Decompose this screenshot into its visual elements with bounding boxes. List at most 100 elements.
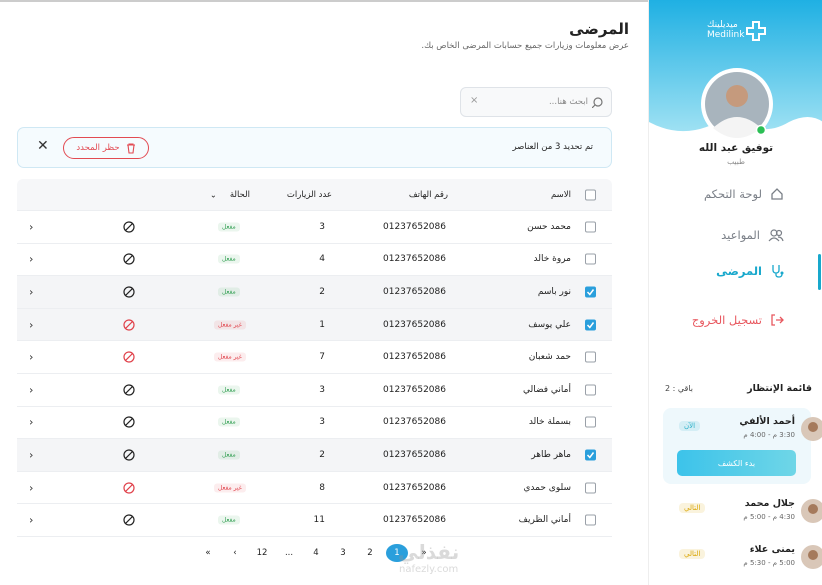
start-exam-button[interactable]: بدء الكشف	[677, 450, 796, 476]
row-open[interactable]: ‹	[29, 285, 34, 299]
block-button[interactable]	[123, 481, 135, 494]
search-clear[interactable]: ×	[470, 95, 479, 106]
table-row: علي يوسف 01237652086 1 غير مفعل ‹	[17, 308, 612, 342]
row-checkbox[interactable]	[585, 286, 596, 298]
row-checkbox[interactable]	[585, 514, 596, 526]
logo: ميديلينك Medilink	[707, 20, 744, 40]
select-all-checkbox[interactable]	[585, 189, 596, 200]
patient-name: حمد شعبان	[528, 352, 571, 363]
status-sort[interactable]: ⌄	[210, 190, 217, 199]
waiting-card: يمنى علاء 5:00 م - 5:30 م التالي	[663, 536, 822, 574]
search-placeholder: ابحث هنا...	[548, 97, 588, 107]
patient-name: علي يوسف	[528, 319, 571, 330]
nav-icon	[768, 228, 784, 242]
top-border	[0, 0, 648, 2]
page-item[interactable]: 1	[386, 544, 408, 562]
row-open[interactable]: ‹	[29, 383, 34, 397]
search-icon	[592, 97, 603, 108]
row-open[interactable]: ‹	[29, 252, 34, 266]
patient-status: غير مفعل	[214, 320, 246, 330]
page-item[interactable]: 3	[340, 548, 346, 558]
header-status: الحالة	[229, 189, 250, 200]
block-button[interactable]	[123, 221, 135, 233]
block-button-svg	[123, 449, 135, 461]
logo-en: Medilink	[707, 30, 745, 40]
row-checkbox[interactable]	[585, 449, 596, 461]
page-item[interactable]: 2	[367, 548, 373, 558]
block-button[interactable]	[123, 351, 135, 363]
patient-visits: 2	[319, 286, 325, 297]
patient-phone: 01237652086	[383, 417, 446, 428]
patient-status: مفعل	[218, 385, 240, 395]
table-header: الاسم رقم الهاتف عدد الزيارات الحالة ⌄	[17, 179, 612, 211]
block-button[interactable]	[123, 449, 135, 461]
page-item[interactable]: »	[205, 548, 211, 558]
row-open[interactable]: ‹	[29, 318, 34, 332]
page-item[interactable]: ...	[284, 548, 294, 558]
nav-label: تسجيل الخروج	[691, 313, 762, 327]
block-button[interactable]	[123, 514, 135, 526]
block-button-svg	[123, 221, 135, 233]
patient-status: غير مفعل	[214, 352, 246, 362]
row-checkbox[interactable]	[585, 221, 596, 233]
selection-text: تم تحديد 3 من العناصر	[512, 142, 593, 152]
nav-item[interactable]: لوحة التحكم	[704, 187, 784, 201]
page-item[interactable]: 4	[313, 548, 319, 558]
block-button[interactable]	[123, 318, 135, 331]
row-open[interactable]: ‹	[29, 481, 34, 495]
row-checkbox[interactable]	[585, 384, 596, 396]
block-button[interactable]	[123, 286, 135, 298]
block-selected-label: حظر المحدد	[76, 143, 120, 153]
row-open[interactable]: ‹	[29, 220, 34, 234]
time-badge: التالي	[679, 503, 706, 513]
pagination: «1 2 3 4... 12 ›»	[195, 544, 435, 562]
page-item[interactable]: 12	[256, 548, 268, 558]
row-checkbox[interactable]	[585, 253, 596, 265]
row-checkbox[interactable]	[585, 319, 596, 331]
patient-name: أحمد الألفي	[739, 416, 795, 427]
row-checkbox[interactable]	[585, 351, 596, 363]
patient-time: 5:00 م - 5:30 م	[743, 559, 795, 567]
nav-icon-svg	[771, 314, 784, 326]
nav-icon	[770, 264, 784, 278]
block-button-svg	[123, 416, 135, 428]
nav-item[interactable]: تسجيل الخروج	[692, 313, 784, 327]
table-row: نور باسم 01237652086 2 مفعل ‹	[17, 276, 612, 309]
page-item[interactable]: «	[421, 548, 427, 558]
patient-status: مفعل	[218, 254, 240, 264]
block-button[interactable]	[123, 416, 135, 428]
watermark-en: nafezly.com	[399, 564, 459, 575]
row-open[interactable]: ‹	[29, 448, 34, 462]
patient-visits: 8	[319, 482, 325, 493]
search-box[interactable]: ابحث هنا... ×	[460, 87, 612, 117]
row-open[interactable]: ‹	[29, 415, 34, 429]
patient-avatar	[801, 417, 822, 444]
patient-status: غير مفعل	[214, 483, 246, 493]
block-button[interactable]	[123, 253, 135, 265]
nav-item[interactable]: المرضى	[716, 264, 784, 278]
block-selected-button[interactable]: حظر المحدد	[63, 137, 149, 159]
block-button-svg	[123, 481, 135, 494]
patient-name: نور باسم	[537, 286, 571, 297]
nav-item[interactable]: المواعيد	[721, 228, 784, 242]
row-open[interactable]: ‹	[29, 513, 34, 527]
selection-bar: تم تحديد 3 من العناصر حظر المحدد ✕	[17, 127, 612, 168]
row-checkbox[interactable]	[585, 416, 596, 428]
page-title: المرضى	[569, 20, 629, 38]
row-open[interactable]: ‹	[29, 350, 34, 364]
table-row: حمد شعبان 01237652086 7 غير مفعل ‹	[17, 341, 612, 374]
block-button[interactable]	[123, 384, 135, 396]
row-checkbox[interactable]	[585, 482, 596, 494]
patient-time: 3:30 م - 4:00 م	[743, 431, 795, 439]
patient-name: مروة خالد	[533, 254, 571, 265]
patient-visits: 3	[319, 221, 325, 232]
patient-avatar-svg	[801, 499, 822, 523]
nav-icon-svg	[771, 188, 783, 200]
nav-icon-svg	[772, 265, 784, 278]
patient-time: 4:30 م - 5:00 م	[743, 513, 795, 521]
patient-name: جلال محمد	[744, 498, 795, 509]
patient-visits: 1	[319, 319, 325, 330]
page-item[interactable]: ›	[233, 548, 237, 558]
close-selection[interactable]: ✕	[37, 138, 49, 154]
